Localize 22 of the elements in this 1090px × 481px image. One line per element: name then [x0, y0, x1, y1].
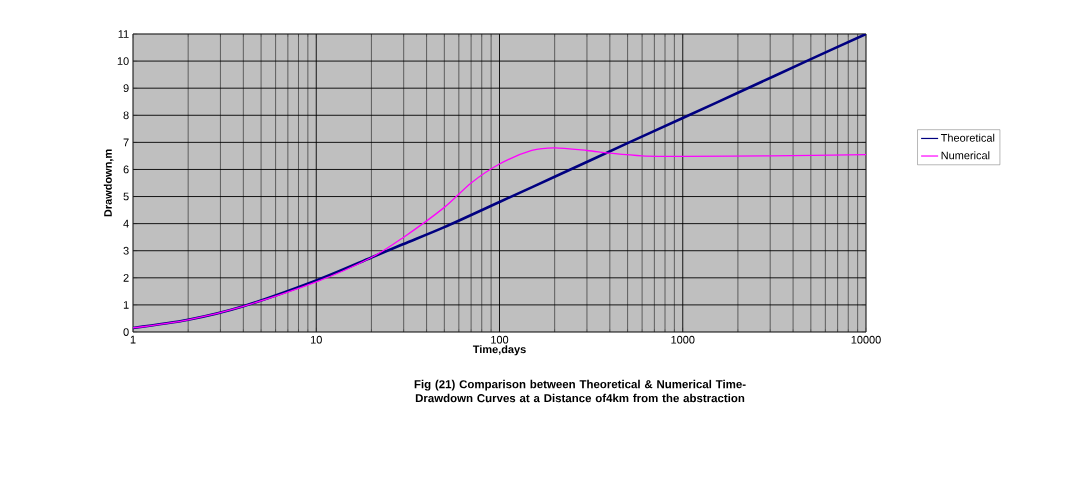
y-tick-label: 9: [123, 84, 129, 93]
y-tick-label: 11: [118, 30, 129, 38]
x-tick-label: 1000: [671, 335, 695, 344]
y-tick-label: 1: [123, 301, 129, 309]
x-axis-title: Time,days: [472, 345, 526, 356]
x-tick-label: 10: [310, 335, 322, 344]
y-axis-title: Drawdown,m: [103, 149, 114, 217]
x-tick-label: 10000: [851, 335, 881, 344]
y-tick-label: 7: [123, 138, 129, 147]
legend-label: Numerical: [941, 151, 990, 160]
legend-label: Theoretical: [940, 133, 995, 142]
y-tick-label: 5: [123, 192, 129, 201]
y-tick-label: 8: [123, 111, 129, 120]
y-tick-label: 0: [123, 328, 129, 336]
y-tick-label: 4: [123, 219, 129, 228]
x-tick-label: 1: [130, 335, 136, 344]
y-tick-label: 10: [117, 57, 129, 65]
y-tick-label: 3: [123, 246, 129, 255]
text: Fig (21) Comparison between Theoretical & Numerical Time-Drawdown Curves at a Distance of4km from the abstraction: [414, 379, 746, 403]
x-tick-label: 100: [491, 335, 509, 344]
y-tick-label: 6: [123, 165, 129, 174]
y-tick-label: 2: [123, 274, 129, 282]
